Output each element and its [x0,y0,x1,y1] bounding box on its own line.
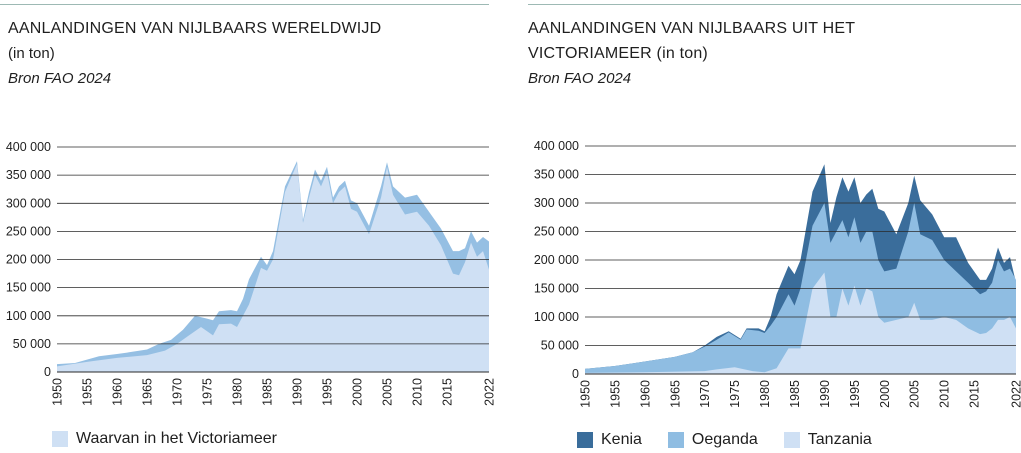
right-chart-ytick-label: 350 000 [534,168,579,182]
right-chart-ytick-label: 100 000 [534,310,579,324]
right-chart-ytick-label: 250 000 [534,225,579,239]
right-chart-ytick-label: 150 000 [534,282,579,296]
right-chart-source: Bron FAO 2024 [528,70,632,87]
right-chart-xtick-label: 1955 [608,380,622,408]
legend-item-tanzania: Tanzania [783,431,872,449]
right-chart-title-line1: AANLANDINGEN VAN NIJLBAARS UIT HET [528,20,856,37]
right-chart-xtick-label: 1975 [728,380,742,408]
right-chart-xtick-label: 2005 [908,380,922,408]
left-chart-xtick-label: 1985 [261,378,275,406]
legend-label-tanzania: Tanzania [807,431,872,448]
legend-swatch-oeganda [667,432,684,448]
right-chart-title-line2: VICTORIAMEER (in ton) [528,45,708,62]
legend-label-oeganda: Oeganda [691,431,758,448]
right-chart-xtick-label: 1960 [638,380,652,408]
right-chart-xtick-label: 2000 [878,380,892,408]
right-chart-xtick-label: 1990 [818,380,832,408]
left-chart-ytick-label: 350 000 [6,168,51,182]
left-chart-xtick-label: 1950 [51,378,65,406]
legend-label-victoria: Waarvan in het Victoriameer [76,430,277,447]
right-chart-xtick-label: 2010 [938,380,952,408]
right-top-rule [528,4,1021,5]
left-chart-subtitle: (in ton) [8,45,55,62]
left-chart-xtick-label: 2010 [411,378,425,406]
legend-swatch-kenia [577,432,593,448]
legend-swatch-victoria [52,431,68,447]
right-chart-xtick-label: 1985 [788,380,802,408]
left-chart-ytick-label: 300 000 [6,196,51,210]
left-chart-xtick-label: 2000 [351,378,365,406]
right-chart-xtick-label: 1995 [848,380,862,408]
left-chart-xtick-label: 1995 [321,378,335,406]
left-chart-ytick-label: 0 [44,365,51,379]
right-chart-ytick-label: 200 000 [534,253,579,267]
right-chart-ytick-label: 50 000 [541,339,579,353]
right-chart-area-tanzania [585,272,1016,374]
right-chart-xtick-label: 1980 [758,380,772,408]
left-chart-xtick-label: 1990 [291,378,305,406]
left-chart-ytick-label: 400 000 [6,140,51,154]
left-chart-ytick-label: 100 000 [6,309,51,323]
left-chart-plot: 0 50 000 100 000 150 000 200 000 250 000 300 0… [6,140,497,406]
right-chart-xtick-label: 1970 [698,380,712,408]
right-chart-xtick-label: 1965 [668,380,682,408]
left-chart-xtick-label: 1965 [141,378,155,406]
left-top-rule [0,4,489,5]
left-chart-xtick-label: 1980 [231,378,245,406]
left-chart-ytick-label: 50 000 [13,337,51,351]
left-chart-xtick-label: 1970 [171,378,185,406]
left-legend: Waarvan in het Victoriameer [52,430,303,448]
right-legend: Kenia Oeganda Tanzania [577,431,898,449]
left-chart-title: AANLANDINGEN VAN NIJLBAARS WERELDWIJD [8,20,382,37]
left-chart-xtick-label: 2005 [381,378,395,406]
right-chart-ytick-label: 300 000 [534,196,579,210]
left-chart-xtick-label: 2022 [483,378,497,406]
legend-item-oeganda: Oeganda [667,431,758,449]
left-chart-xtick-label: 2015 [441,378,455,406]
left-chart-xtick-label: 1955 [81,378,95,406]
legend-swatch-tanzania [783,432,800,448]
left-chart-area-victoria [57,163,489,372]
left-chart-ytick-label: 150 000 [6,281,51,295]
legend-item-kenia: Kenia [577,431,642,449]
left-chart-xtick-label: 1960 [111,378,125,406]
right-chart-ytick-label: 400 000 [534,139,579,153]
right-chart-xtick-label: 2022 [1010,380,1021,408]
right-chart-xtick-label: 2015 [968,380,982,408]
left-chart-ytick-label: 250 000 [6,224,51,238]
right-chart-xtick-label: 1950 [579,380,593,408]
left-chart-xtick-label: 1975 [201,378,215,406]
left-chart-ytick-label: 200 000 [6,253,51,267]
legend-item-victoria: Waarvan in het Victoriameer [52,430,277,448]
legend-label-kenia: Kenia [601,431,642,448]
right-chart-ytick-label: 0 [572,367,579,381]
right-chart-plot: 0 50 000 100 000 150 000 200 000 250 000 300 0… [534,139,1021,408]
left-chart-source: Bron FAO 2024 [8,70,112,87]
